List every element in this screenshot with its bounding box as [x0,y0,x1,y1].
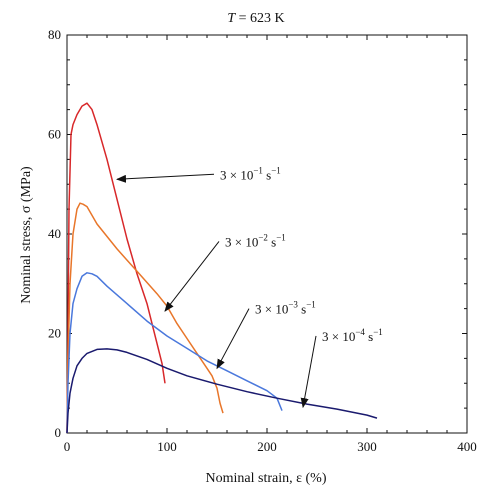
title-symbol: T [227,11,236,26]
annotation-arrow-1 [116,173,215,183]
annotation-arrow-4 [300,335,317,409]
y-tick-label: 0 [55,425,62,440]
series-line-2 [66,202,224,434]
y-tick-label: 80 [48,27,61,42]
x-axis-label: Nominal strain, ε (%) [206,471,327,486]
annotation-arrow-2 [164,241,220,312]
data-series [66,102,378,434]
annotation-label-3: 3 × 10−3 s−1 [255,300,316,317]
chart-title: T = 623 K [227,11,284,26]
annotation-label-4: 3 × 10−4 s−1 [322,327,383,344]
y-tick-label: 20 [48,326,61,341]
rate-annotations: 3 × 10−1 s−1 3 × 10−2 s−1 3 × 10−3 s−1 3 × … [116,165,383,409]
series-line-1 [66,102,166,434]
annotation-label-1: 3 × 10−1 s−1 [220,165,281,182]
series-line-3 [66,272,283,434]
title-rest: = 623 K [235,11,285,26]
x-tick-label: 100 [157,439,177,454]
x-tick-label: 0 [64,439,71,454]
annotation-arrow-3 [216,308,250,370]
series-line-4 [66,348,378,434]
x-tick-label: 300 [357,439,377,454]
annotation-label-2: 3 × 10−2 s−1 [225,232,286,249]
y-tick-label: 40 [48,226,61,241]
axis-ticks: 0 100 200 300 400 0 20 40 60 80 [48,27,477,454]
y-tick-label: 60 [48,127,61,142]
y-axis-label: Nominal stress, σ (MPa) [19,166,34,304]
x-tick-label: 400 [457,439,477,454]
x-tick-label: 200 [257,439,277,454]
